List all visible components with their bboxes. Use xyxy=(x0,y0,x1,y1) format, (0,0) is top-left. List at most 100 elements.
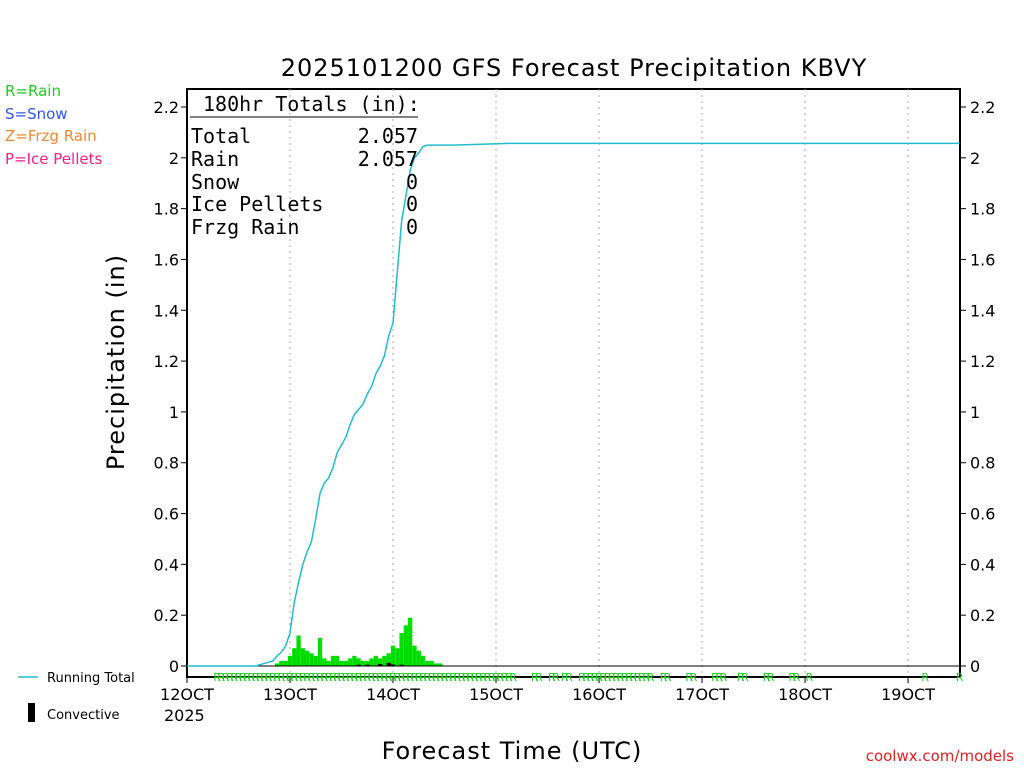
convective-bar xyxy=(377,663,383,666)
rain-marker: R xyxy=(685,671,693,684)
hourly-precip-bars xyxy=(274,617,443,666)
rain-marker: R xyxy=(578,671,586,684)
rain-marker: R xyxy=(428,671,436,684)
rain-marker: R xyxy=(621,671,629,684)
precip-bar xyxy=(369,658,374,666)
rain-marker: R xyxy=(333,671,341,684)
y-tick-label-right: 2 xyxy=(970,149,980,168)
precip-bar xyxy=(365,660,370,666)
rain-marker: R xyxy=(316,671,324,684)
precip-bar xyxy=(326,660,331,666)
rain-marker: R xyxy=(711,671,719,684)
rain-marker: R xyxy=(226,671,234,684)
rain-marker: R xyxy=(737,671,745,684)
totals-value-total: 2.057 xyxy=(358,124,418,148)
precip-bar xyxy=(339,660,344,666)
y-tick-label-left: 0 xyxy=(169,657,179,676)
rain-marker: R xyxy=(458,671,466,684)
type-legend: R=Rain S=Snow Z=Frzg Rain P=Ice Pellets xyxy=(5,82,102,168)
totals-value-snow: 0 xyxy=(406,170,418,194)
precip-bar xyxy=(438,663,443,666)
rain-marker: R xyxy=(921,671,929,684)
rain-marker: R xyxy=(265,671,273,684)
rain-marker: R xyxy=(218,671,226,684)
rain-marker: R xyxy=(608,671,616,684)
precip-bar xyxy=(305,650,310,666)
rain-marker: R xyxy=(479,671,487,684)
y-tick-label-right: 1 xyxy=(970,403,980,422)
precip-bar xyxy=(335,655,340,666)
rain-marker: R xyxy=(445,671,453,684)
rain-marker: R xyxy=(282,671,290,684)
rain-marker: R xyxy=(630,671,638,684)
rain-marker: R xyxy=(806,671,814,684)
precip-bar xyxy=(356,658,361,666)
y-tick-label-right: 1.2 xyxy=(970,352,995,371)
rain-marker: R xyxy=(329,671,337,684)
rain-marker: R xyxy=(230,671,238,684)
precip-bar xyxy=(399,632,404,666)
rain-marker: R xyxy=(346,671,354,684)
rain-marker: R xyxy=(441,671,449,684)
precip-bar xyxy=(416,650,421,666)
rain-marker: R xyxy=(376,671,384,684)
credit-text: coolwx.com/models xyxy=(866,747,1014,765)
precip-bar xyxy=(317,638,323,666)
precip-bar xyxy=(322,658,327,666)
x-axis-ticks: 12OCT 13OCT 14OCT 15OCT 16OCT 17OCT 18OCT 19OCT xyxy=(160,677,935,704)
rain-marker: R xyxy=(424,671,432,684)
rain-marker: R xyxy=(239,671,247,684)
y-tick-label-left: 2.2 xyxy=(154,98,179,117)
year-label: 2025 xyxy=(164,706,205,725)
rain-marker: R xyxy=(432,671,440,684)
y-tick-label-right: 2.2 xyxy=(970,98,995,117)
rain-marker: R xyxy=(290,671,298,684)
rain-marker: R xyxy=(295,671,303,684)
rain-marker: R xyxy=(642,671,650,684)
rain-marker: R xyxy=(389,671,397,684)
rain-marker: R xyxy=(595,671,603,684)
precip-bar xyxy=(330,655,336,666)
y-tick-label-right: 0.2 xyxy=(970,606,995,625)
precip-bar xyxy=(386,653,391,666)
rain-marker: R xyxy=(462,671,470,684)
totals-value-rain: 2.057 xyxy=(358,147,418,171)
rain-marker: R xyxy=(638,671,646,684)
rain-marker: R xyxy=(222,671,230,684)
precip-bar xyxy=(420,655,426,666)
rain-marker: R xyxy=(505,671,513,684)
y-axis-label: Precipitation (in) xyxy=(102,254,130,470)
rain-marker: R xyxy=(763,671,771,684)
rain-marker: R xyxy=(599,671,607,684)
y-tick-label-left: 1.6 xyxy=(154,250,179,269)
legend-ice-pellets: P=Ice Pellets xyxy=(5,150,102,168)
precip-bar xyxy=(425,660,430,666)
rain-marker: R xyxy=(484,671,492,684)
rain-marker: R xyxy=(372,671,380,684)
rain-marker: R xyxy=(385,671,393,684)
rain-marker: R xyxy=(256,671,264,684)
convective-legend-label: Convective xyxy=(47,708,120,723)
totals-label-rain: Rain xyxy=(191,147,239,171)
precip-bar xyxy=(429,660,434,666)
rain-marker: R xyxy=(213,671,221,684)
precip-bar xyxy=(352,655,357,666)
rain-marker: R xyxy=(269,671,277,684)
rain-marker: R xyxy=(355,671,363,684)
rain-marker: R xyxy=(325,671,333,684)
y-tick-label-left: 0.6 xyxy=(154,505,179,524)
rain-marker: R xyxy=(248,671,256,684)
rain-marker: R xyxy=(492,671,500,684)
rain-marker: R xyxy=(471,671,479,684)
rain-marker: R xyxy=(278,671,286,684)
rain-marker: R xyxy=(321,671,329,684)
precip-bar xyxy=(373,655,378,666)
convective-bar xyxy=(356,664,361,666)
y-tick-label-left: 1 xyxy=(169,403,179,422)
convective-bar xyxy=(390,664,396,666)
rain-marker: R xyxy=(368,671,376,684)
rain-marker: R xyxy=(260,671,268,684)
totals-box: 180hr Totals (in): Total 2.057 Rain 2.05… xyxy=(190,92,420,239)
rain-marker: R xyxy=(496,671,504,684)
